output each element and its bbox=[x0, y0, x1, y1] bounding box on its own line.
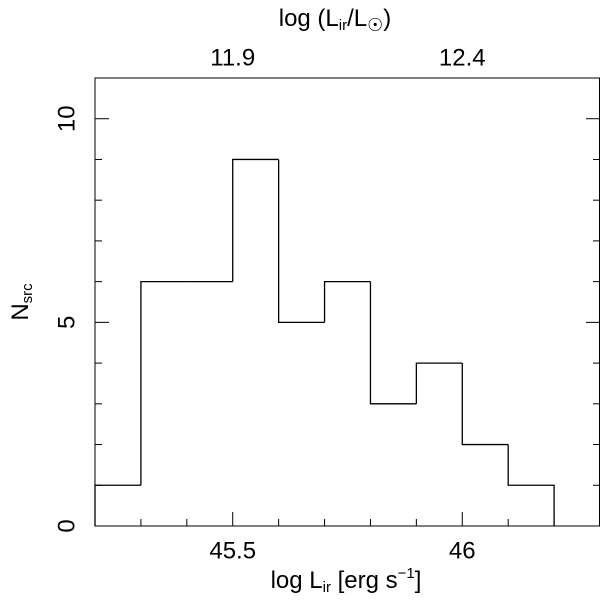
y-tick-label: 5 bbox=[53, 316, 80, 329]
histogram-bar bbox=[507, 444, 555, 526]
histogram-bar bbox=[415, 362, 463, 404]
top-axis-label: log (Lir/L☉) bbox=[279, 5, 392, 34]
plot-frame bbox=[94, 77, 600, 527]
histogram-bar bbox=[277, 159, 325, 324]
top-tick-label: 11.9 bbox=[210, 44, 255, 71]
x-tick-label: 46 bbox=[449, 537, 476, 564]
histogram-bar bbox=[140, 280, 187, 486]
histogram-bar bbox=[232, 158, 279, 282]
y-tick-label: 0 bbox=[53, 519, 80, 532]
histogram-bar bbox=[369, 281, 417, 405]
y-axis-label: Nsrc bbox=[7, 283, 36, 321]
top-tick-label: 12.4 bbox=[439, 44, 486, 71]
x-tick-label: 45.5 bbox=[209, 537, 256, 564]
histogram-bar bbox=[94, 484, 141, 526]
histogram-bar bbox=[323, 280, 371, 323]
y-tick-label: 10 bbox=[53, 105, 80, 132]
histogram-bar bbox=[461, 363, 509, 446]
x-axis-label: log Lir [erg s−1] bbox=[271, 565, 422, 596]
